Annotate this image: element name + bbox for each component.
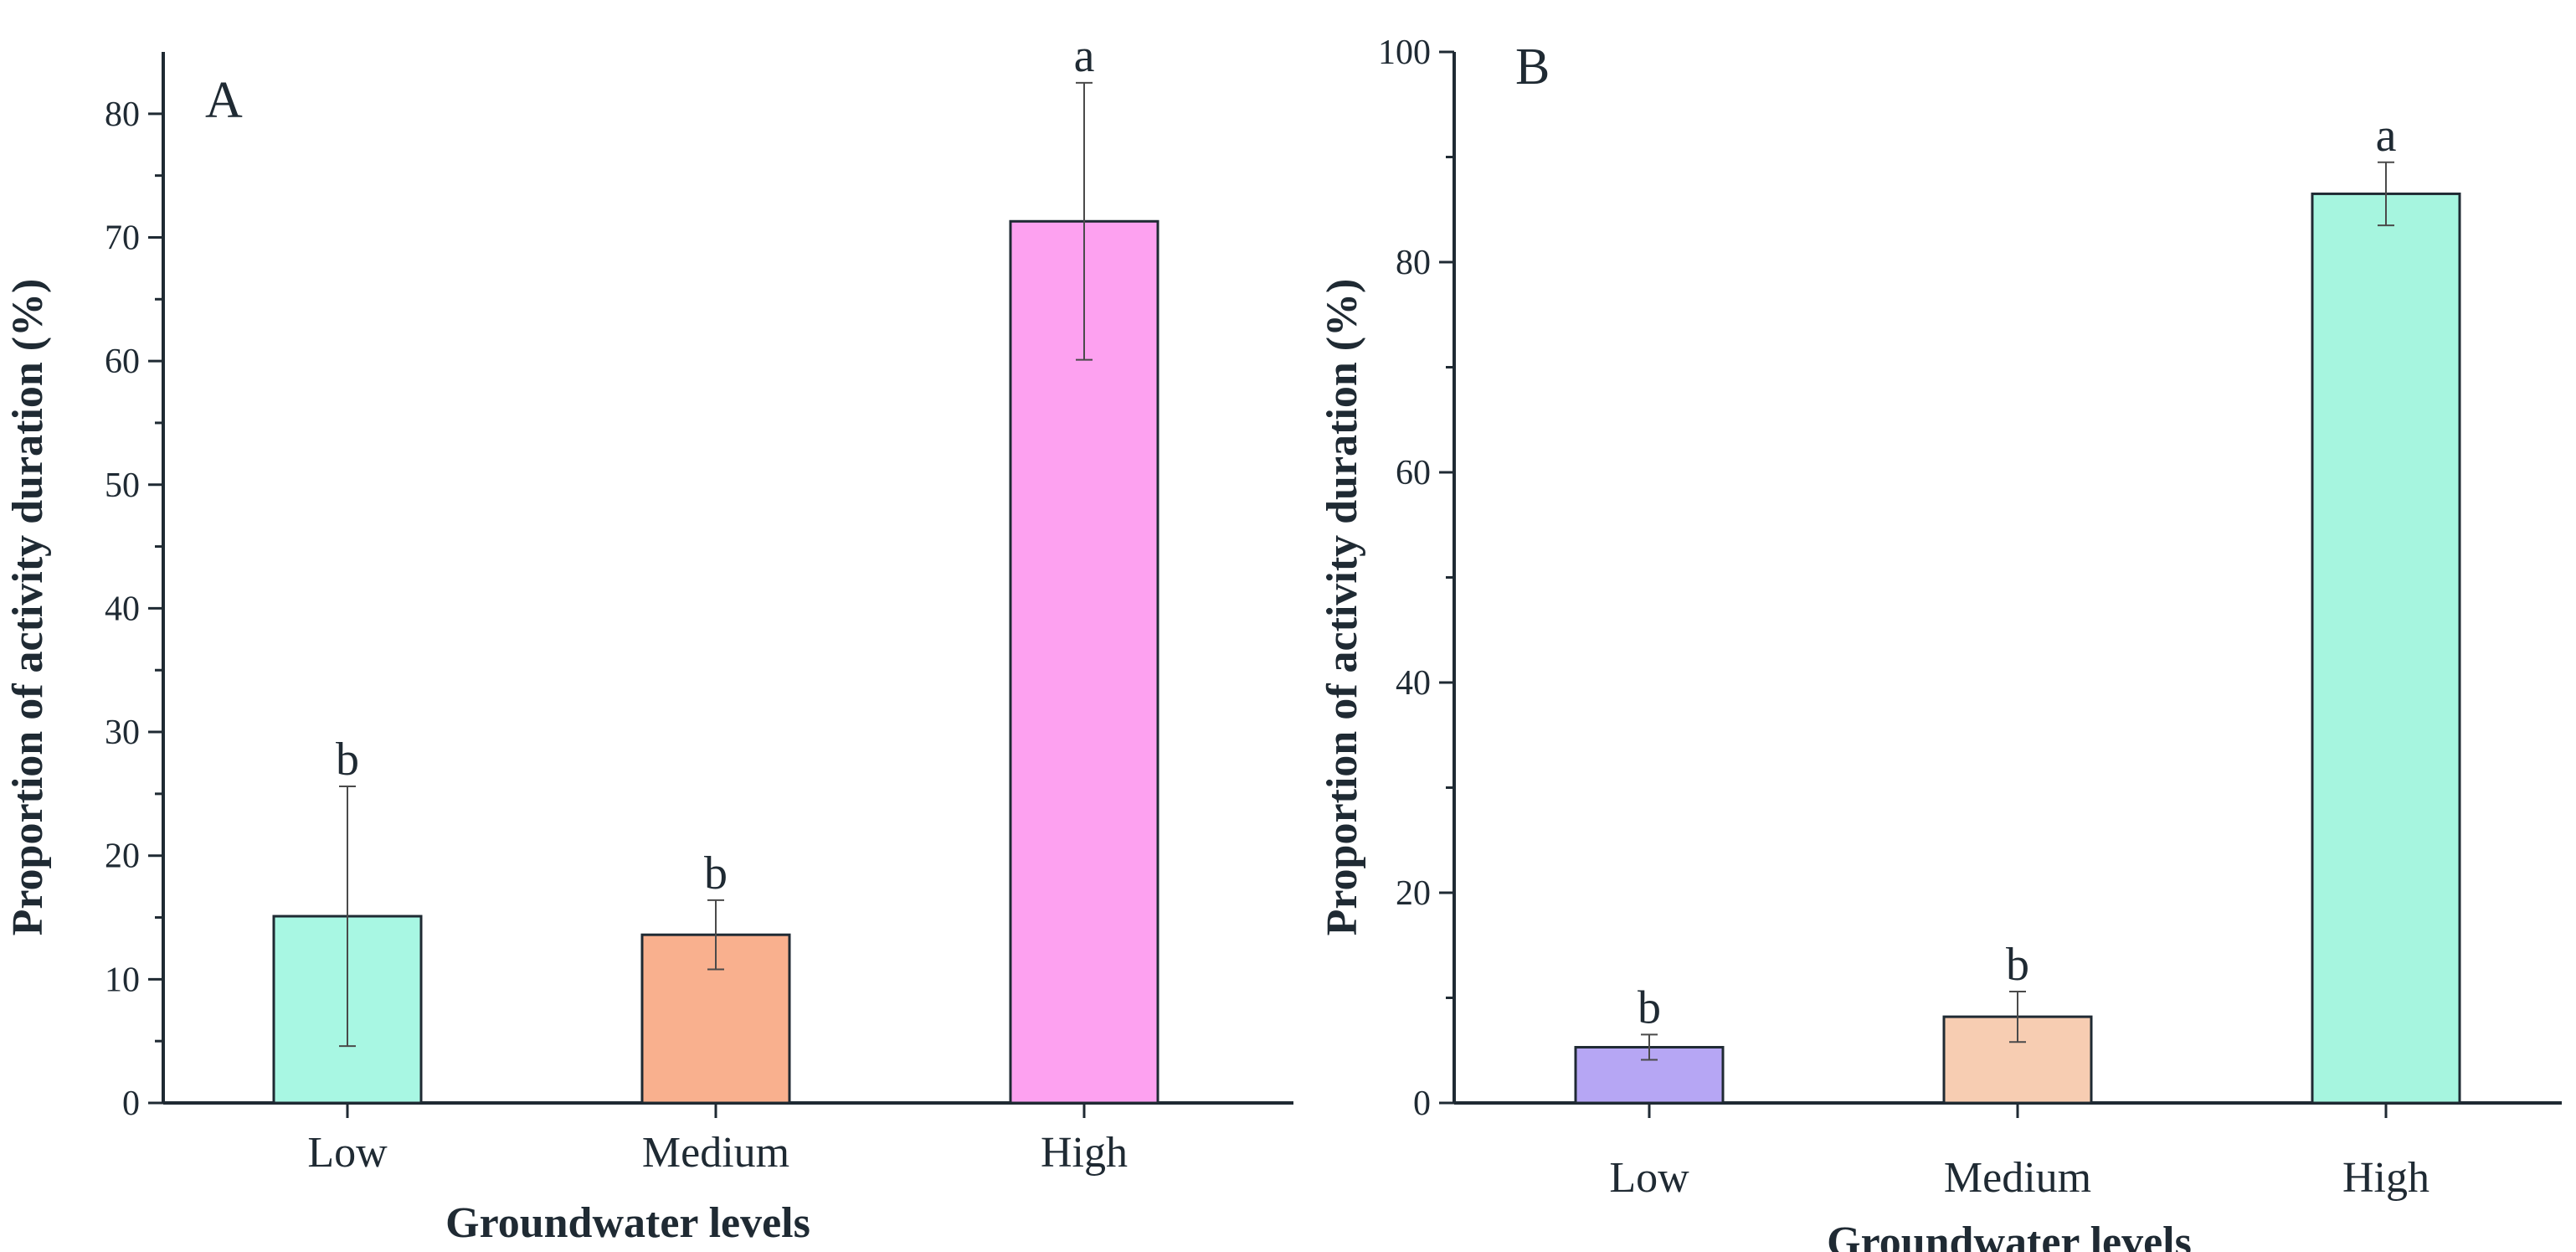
y-tick-label: 30	[105, 714, 140, 752]
x-tick-label: Low	[1609, 1154, 1689, 1202]
x-tick-label: High	[2342, 1154, 2429, 1202]
significance-letter: b	[336, 734, 359, 786]
panel-label: B	[1515, 39, 1550, 95]
y-tick-label: 40	[105, 590, 140, 628]
y-tick-label: 20	[105, 837, 140, 876]
panel-label: A	[205, 72, 243, 129]
y-tick-label: 0	[1413, 1085, 1431, 1123]
significance-letter: b	[704, 848, 728, 899]
y-tick-label: 20	[1396, 874, 1431, 913]
x-tick-label: Medium	[1944, 1154, 2091, 1202]
y-tick-label: 10	[105, 961, 140, 999]
bar-high	[2311, 192, 2461, 1105]
y-tick-label: 0	[122, 1085, 140, 1123]
y-tick-label: 60	[105, 343, 140, 381]
bar-high	[1009, 219, 1159, 1105]
y-tick-label: 80	[1396, 244, 1431, 282]
y-axis-title: Proportion of activity duration (%)	[4, 279, 52, 936]
panel-b: 0 20 40 60 80 100 b Low b Medium a High Groundwater …	[1319, 33, 2562, 1252]
x-tick-label: Low	[307, 1129, 388, 1177]
x-tick-label: High	[1041, 1129, 1128, 1177]
x-axis-title: Groundwater levels	[1827, 1219, 2192, 1252]
y-tick-label: 60	[1396, 454, 1431, 492]
x-axis-title: Groundwater levels	[445, 1199, 810, 1247]
y-tick-label: 50	[105, 466, 140, 505]
x-tick-label: Medium	[642, 1129, 789, 1177]
y-tick-label: 40	[1396, 664, 1431, 703]
y-tick-label: 70	[105, 219, 140, 257]
y-tick-label: 80	[105, 95, 140, 134]
significance-letter: a	[1074, 30, 1095, 82]
significance-letter: a	[2376, 110, 2397, 162]
significance-letter: b	[2006, 939, 2029, 991]
y-axis-title: Proportion of activity duration (%)	[1319, 279, 1366, 936]
y-tick-label: 100	[1378, 33, 1431, 72]
panel-a: 0 10 20 30 40 50 60 70 80 b Low b Medium a High Groundw…	[4, 30, 1293, 1247]
significance-letter: b	[1638, 982, 1661, 1033]
